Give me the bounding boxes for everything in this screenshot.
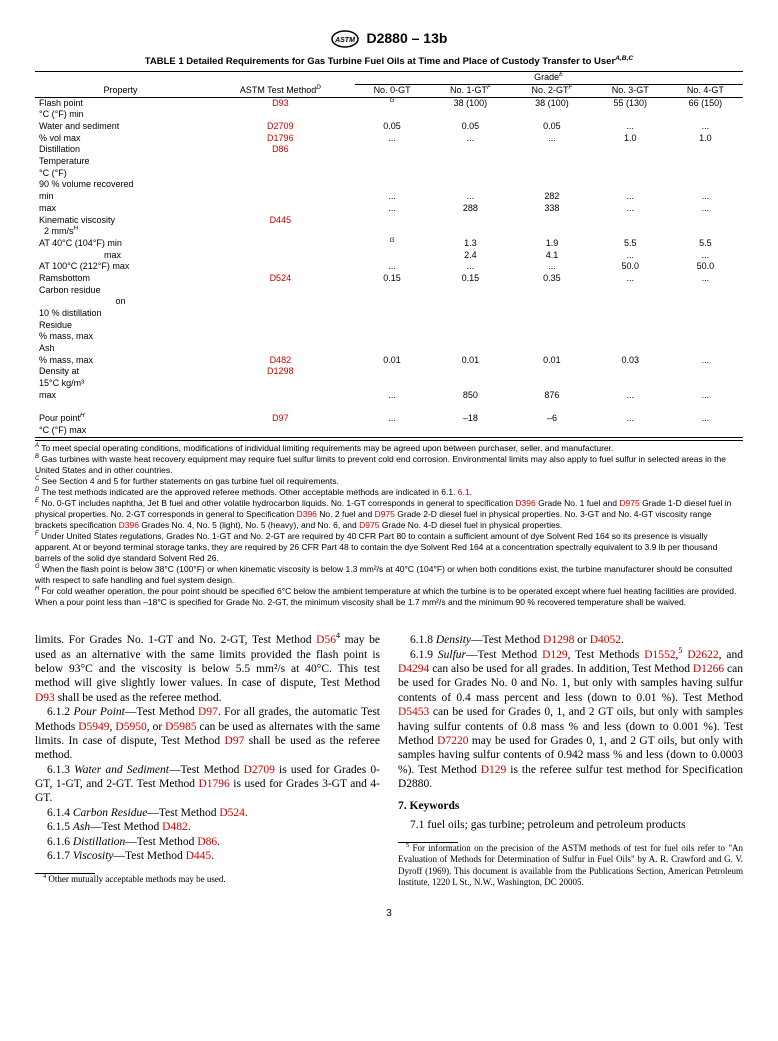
body-content: limits. For Grades No. 1-GT and No. 2-GT…	[35, 633, 743, 888]
table-title: TABLE 1 Detailed Requirements for Gas Tu…	[35, 56, 743, 67]
requirements-table: Property ASTM Test MethodD GradeE No. 0-…	[35, 71, 743, 437]
doc-header: ASTM D2880 – 13b	[35, 30, 743, 48]
svg-text:ASTM: ASTM	[334, 37, 355, 44]
std-number: D2880 – 13b	[366, 30, 447, 46]
table-footnotes: A To meet special operating conditions, …	[35, 440, 743, 609]
page-number: 3	[35, 908, 743, 919]
astm-logo: ASTM	[331, 30, 359, 48]
